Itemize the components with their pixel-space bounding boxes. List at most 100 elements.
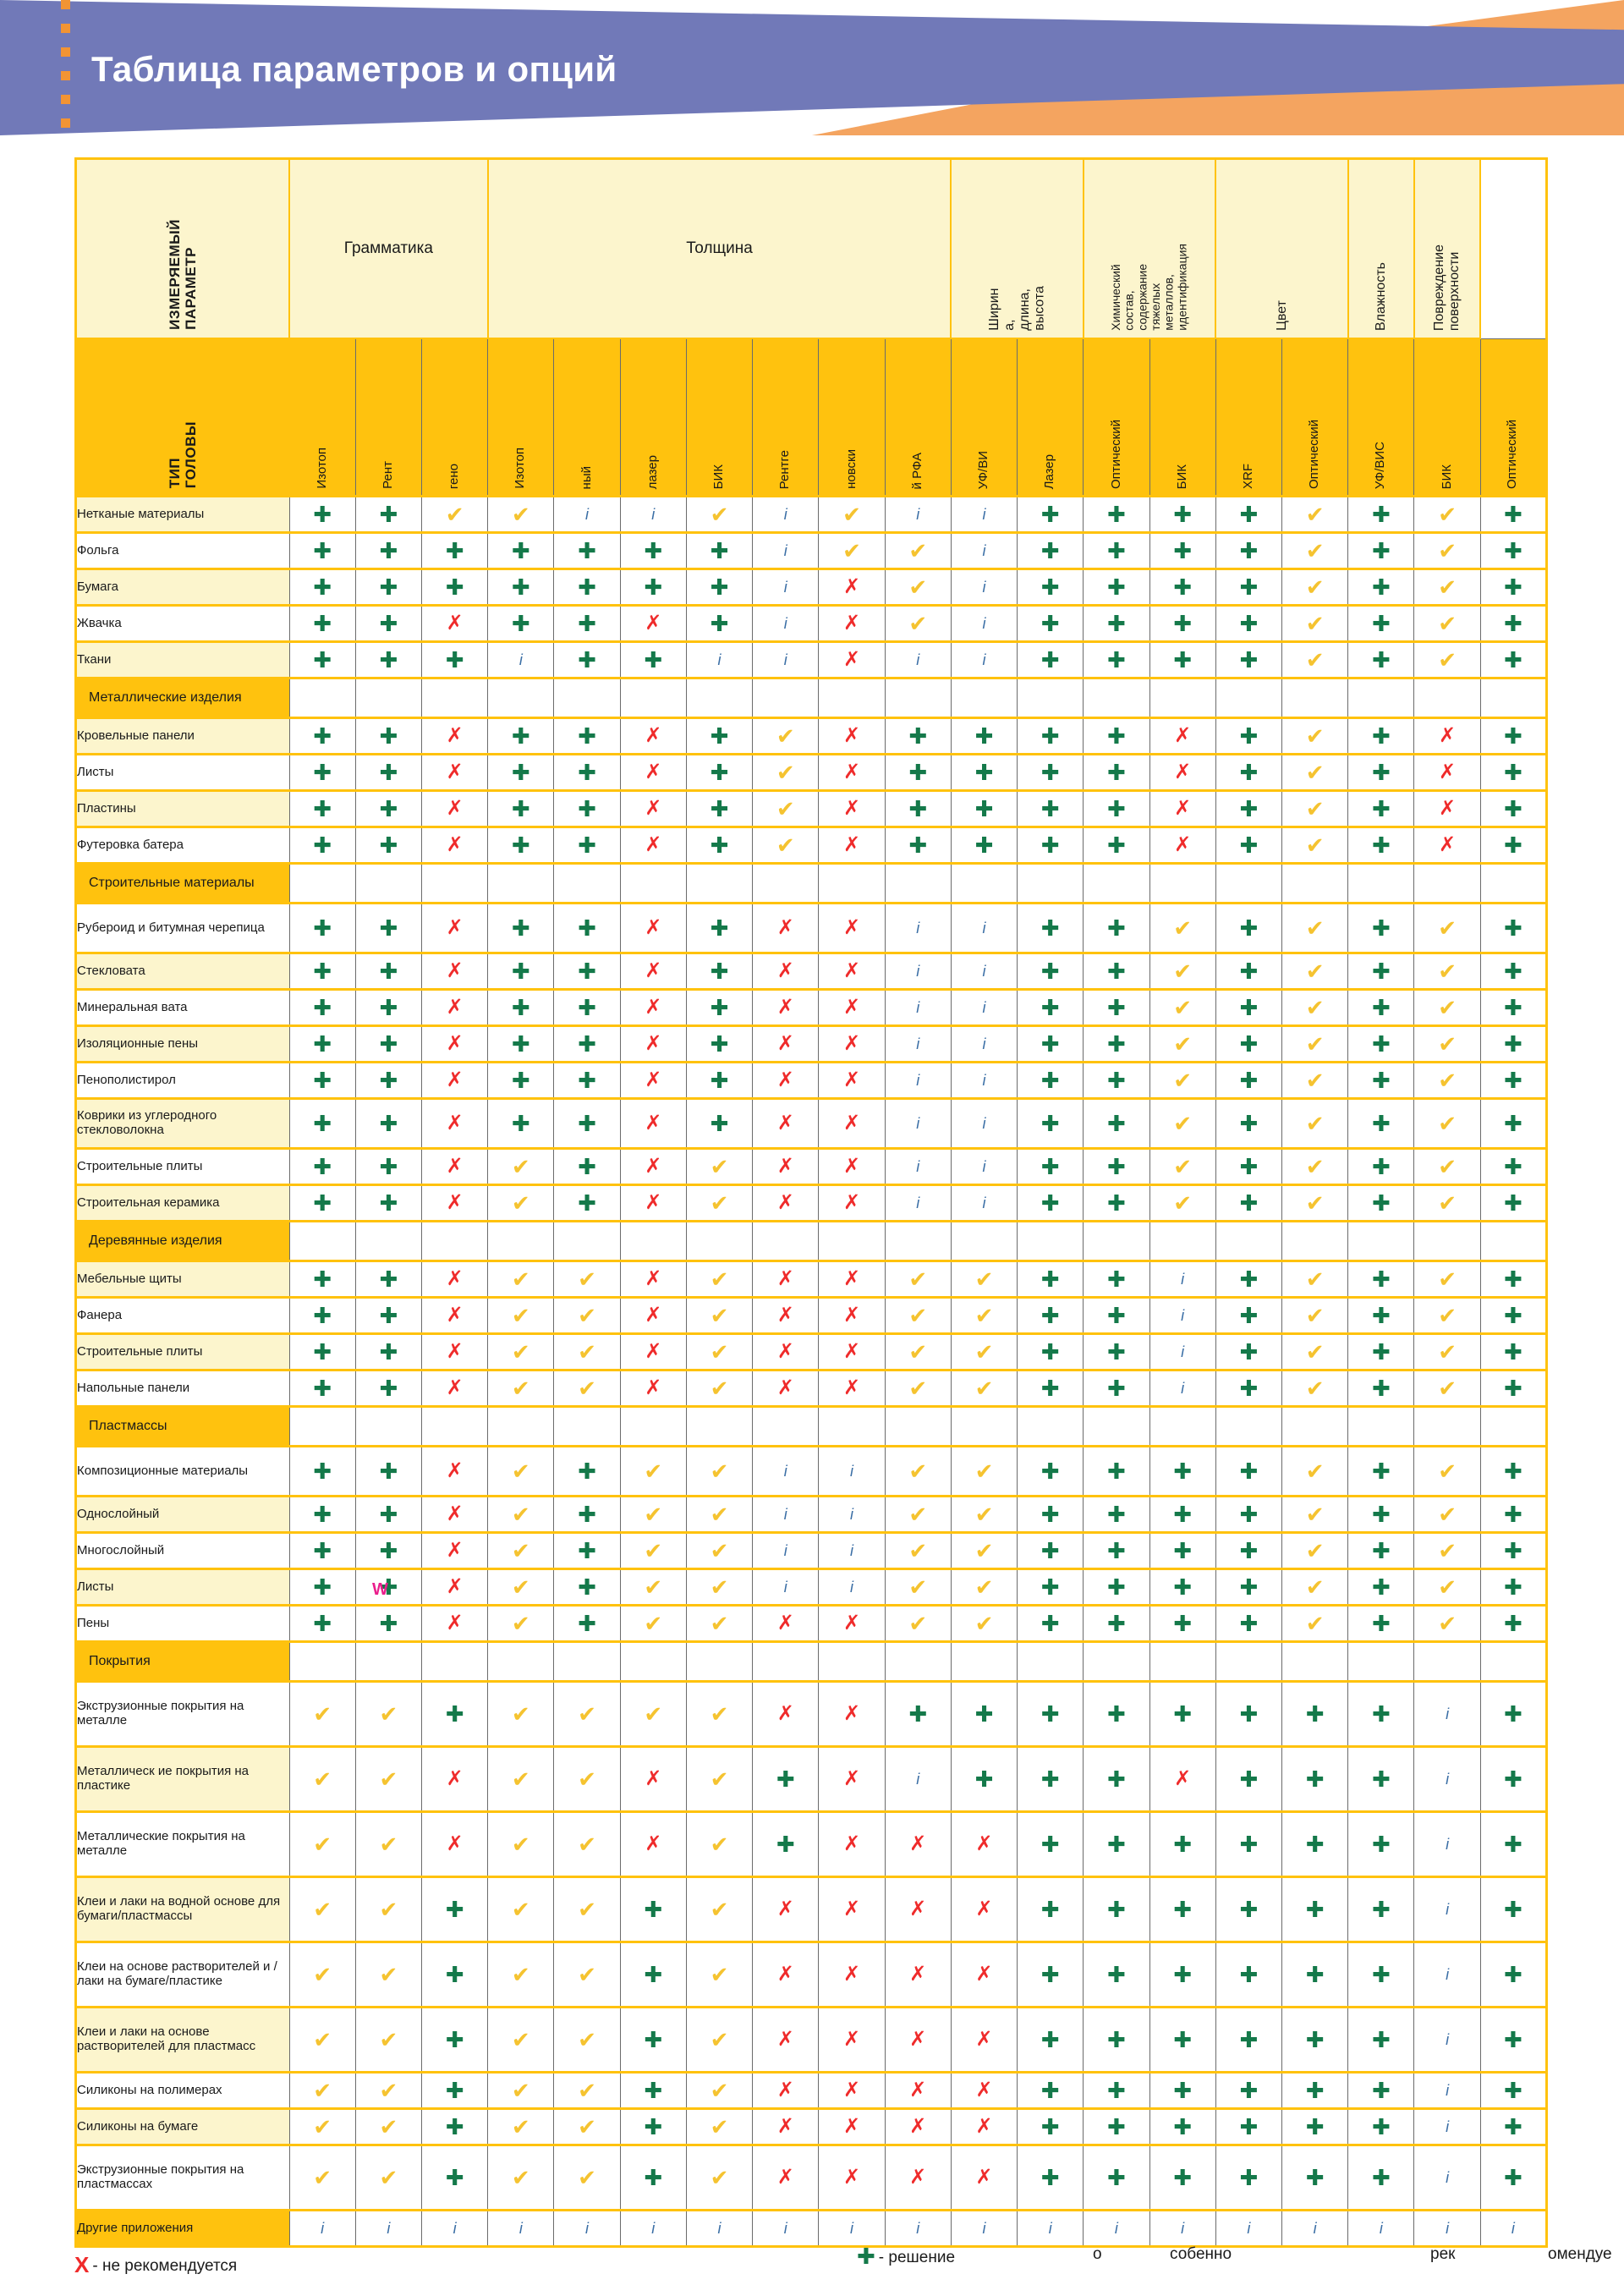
section-spacer-cell (1083, 1220, 1150, 1261)
check-icon: ✔ (1305, 1611, 1325, 1636)
check-icon: ✔ (842, 502, 861, 527)
cell-cross-icon: ✗ (1149, 789, 1216, 827)
cell-plus-icon: ✚ (1347, 789, 1415, 827)
section-spacer-cell (487, 677, 555, 718)
cross-icon: ✗ (776, 959, 794, 982)
cell-info-icon: i (1017, 2209, 1084, 2247)
cross-icon: ✗ (645, 833, 662, 856)
plus-icon: ✚ (1503, 958, 1522, 984)
cell-plus-icon: ✚ (553, 640, 621, 678)
cell-plus-icon: ✚ (1347, 2006, 1415, 2073)
info-icon: i (1114, 2220, 1118, 2237)
check-icon: ✔ (1305, 1266, 1325, 1292)
cell-plus-icon: ✚ (1479, 568, 1548, 606)
cell-plus-icon: ✚ (619, 1876, 687, 1942)
cell-plus-icon: ✚ (1149, 1680, 1216, 1747)
cell-plus-icon: ✚ (354, 1568, 422, 1606)
info-icon: i (916, 506, 920, 523)
cross-icon: ✗ (446, 1376, 464, 1399)
cell-plus-icon: ✚ (1149, 2006, 1216, 2073)
row-label: Мебельные щиты (74, 1260, 290, 1298)
cell-info-icon: i (1149, 1260, 1216, 1298)
cell-check-icon: ✔ (685, 1369, 754, 1407)
plus-icon: ✚ (1371, 1031, 1391, 1057)
table-row: Листы ✚ ✚ ✗ ✔ ✚ ✔ ✔ i i ✔ ✔ ✚ ✚ ✚ ✚ ✔ ✚ ✔ ✚ (74, 1568, 1548, 1606)
cell-plus-icon: ✚ (1017, 826, 1084, 864)
cell-plus-icon: ✚ (1215, 2144, 1283, 2211)
cross-icon: ✗ (645, 1832, 662, 1855)
cell-plus-icon: ✚ (619, 2144, 687, 2211)
info-icon: i (849, 1463, 853, 1480)
table-section-row: Пластмассы (74, 1405, 1548, 1447)
row-label: Клеи и лаки на основе растворителей для … (74, 2006, 290, 2073)
cell-info-icon: i (950, 1061, 1018, 1099)
cell-plus-icon: ✚ (1347, 568, 1415, 606)
cell-plus-icon: ✚ (1347, 1876, 1415, 1942)
cell-plus-icon: ✚ (1017, 1147, 1084, 1185)
section-spacer-cell (1149, 862, 1216, 904)
check-icon: ✔ (644, 1502, 663, 1527)
plus-icon: ✚ (1040, 1766, 1060, 1792)
cross-icon: ✗ (446, 1612, 464, 1634)
cell-cross-icon: ✗ (752, 2006, 820, 2073)
cell-check-icon: ✔ (1281, 1061, 1349, 1099)
cell-check-icon: ✔ (487, 1531, 555, 1569)
cell-check-icon: ✔ (1281, 717, 1349, 755)
cross-icon: ✗ (645, 1376, 662, 1399)
plus-icon: ✚ (313, 1190, 332, 1216)
cell-check-icon: ✔ (1281, 1260, 1349, 1298)
cell-cross-icon: ✗ (818, 1024, 886, 1063)
check-icon: ✔ (1438, 915, 1457, 941)
section-spacer-cell (1215, 1640, 1283, 1682)
plus-icon: ✚ (313, 1538, 332, 1563)
table-row: Фольга ✚ ✚ ✚ ✚ ✚ ✚ ✚ i ✔ ✔ i ✚ ✚ ✚ ✚ ✔ ✚ ✔ ✚ (74, 531, 1548, 569)
check-icon: ✔ (1173, 1068, 1193, 1093)
check-icon: ✔ (1305, 958, 1325, 984)
plus-icon: ✚ (511, 832, 530, 858)
info-icon: i (849, 1506, 853, 1523)
cell-plus-icon: ✚ (1479, 1260, 1548, 1298)
column-label: Изотоп (513, 448, 528, 489)
plus-icon: ✚ (1305, 1766, 1325, 1792)
cell-plus-icon: ✚ (1215, 952, 1283, 990)
row-label: Ткани (74, 640, 290, 678)
plus-icon: ✚ (644, 574, 663, 600)
cell-cross-icon: ✗ (420, 1495, 489, 1533)
row-label: Пластины (74, 789, 290, 827)
plus-icon: ✚ (1040, 2114, 1060, 2139)
plus-icon: ✚ (1040, 723, 1060, 749)
plus-icon: ✚ (710, 538, 729, 563)
plus-icon: ✚ (578, 832, 596, 858)
cell-plus-icon: ✚ (950, 826, 1018, 864)
measured-parameter-header: ИЗМЕРЯЕМЫЙ ПАРАМЕТР (74, 157, 290, 339)
plus-icon: ✚ (1239, 647, 1259, 673)
cell-plus-icon: ✚ (1215, 902, 1283, 953)
cell-plus-icon: ✚ (1083, 604, 1150, 642)
cell-plus-icon: ✚ (1083, 1296, 1150, 1334)
plus-icon: ✚ (1371, 995, 1391, 1020)
plus-icon: ✚ (1107, 760, 1126, 785)
cross-icon: ✗ (776, 1032, 794, 1055)
cell-plus-icon: ✚ (288, 1568, 356, 1606)
plus-icon: ✚ (1305, 1701, 1325, 1727)
cell-plus-icon: ✚ (487, 717, 555, 755)
cell-check-icon: ✔ (884, 604, 952, 642)
cell-plus-icon: ✚ (1083, 568, 1150, 606)
cell-cross-icon: ✗ (818, 1332, 886, 1370)
cell-info-icon: i (818, 1531, 886, 1569)
cell-plus-icon: ✚ (1479, 1184, 1548, 1222)
plus-icon: ✚ (313, 760, 332, 785)
cell-check-icon: ✔ (553, 1876, 621, 1942)
cell-check-icon: ✔ (487, 495, 555, 533)
plus-icon: ✚ (1107, 1339, 1126, 1365)
table-section-row: Металлические изделия (74, 677, 1548, 718)
section-spacer-cell (553, 862, 621, 904)
cell-plus-icon: ✚ (1149, 1445, 1216, 1497)
plus-icon: ✚ (445, 1701, 464, 1727)
cross-icon: ✗ (842, 2079, 861, 2101)
cell-plus-icon: ✚ (1479, 2006, 1548, 2073)
cell-cross-icon: ✗ (1413, 717, 1481, 755)
legend-text: - решение (878, 2249, 956, 2266)
cell-plus-icon: ✚ (1083, 1495, 1150, 1533)
cell-check-icon: ✔ (619, 1531, 687, 1569)
